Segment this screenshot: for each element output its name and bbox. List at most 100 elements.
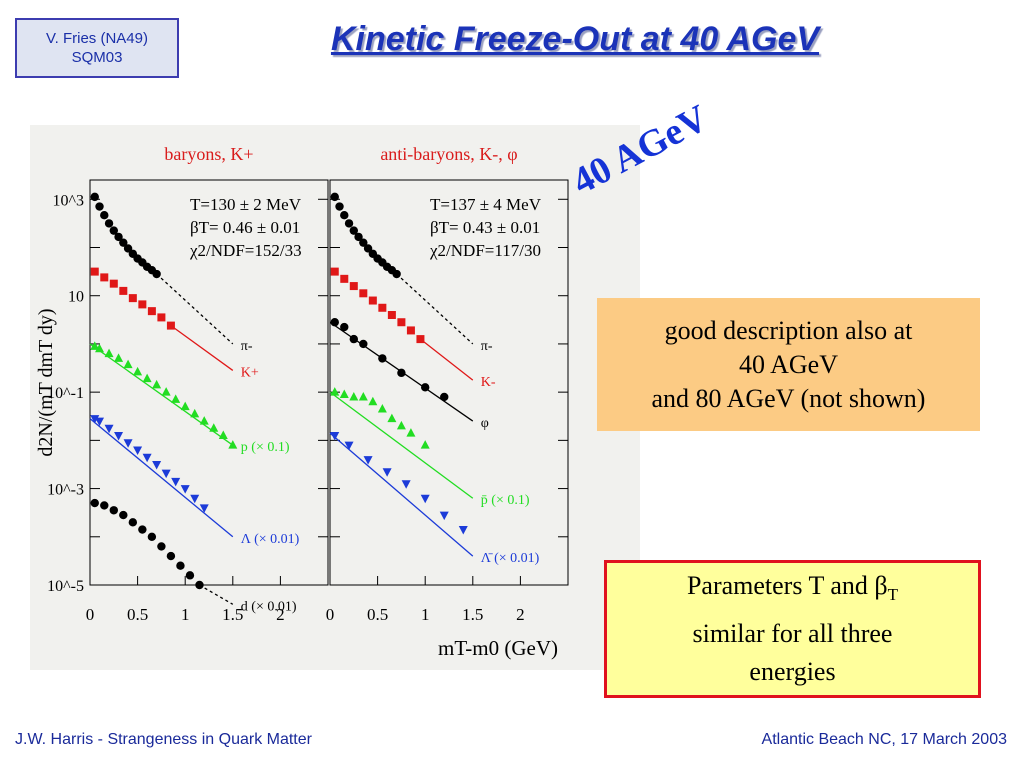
series-label: Λ̄ (× 0.01) <box>481 551 540 566</box>
data-point <box>344 219 354 228</box>
data-point <box>396 420 406 430</box>
slide-title: Kinetic Freeze-Out at 40 AGeV <box>330 20 820 58</box>
data-point <box>330 387 340 396</box>
data-point <box>330 432 340 441</box>
data-point <box>161 469 171 479</box>
data-point <box>344 441 354 451</box>
data-point <box>392 269 401 279</box>
data-point <box>190 408 200 418</box>
data-point <box>209 423 219 432</box>
data-point <box>109 506 119 515</box>
data-point <box>195 580 204 590</box>
data-point <box>359 238 368 247</box>
data-point <box>166 551 176 561</box>
data-point <box>368 296 377 305</box>
data-point <box>171 394 181 403</box>
fit-line <box>170 325 234 371</box>
data-point <box>387 311 396 319</box>
data-point <box>335 202 344 211</box>
series-label: K+ <box>241 365 259 380</box>
footer-author: J.W. Harris - Strangeness in Quark Matte… <box>15 731 312 748</box>
series-label: d (× 0.01) <box>241 599 297 614</box>
data-point <box>104 424 114 434</box>
data-point <box>95 343 105 353</box>
fit-line <box>396 273 474 345</box>
series-label: K- <box>481 375 496 390</box>
data-point <box>359 289 368 298</box>
data-point <box>382 468 392 477</box>
data-point <box>114 232 123 242</box>
data-point <box>406 326 415 335</box>
data-point <box>397 368 406 378</box>
data-point <box>90 192 99 202</box>
data-point <box>377 404 387 413</box>
data-point <box>138 525 147 534</box>
x-tick-label: 1 <box>421 605 430 624</box>
data-point <box>152 269 161 279</box>
data-point <box>368 396 378 406</box>
x-tick-label: 0 <box>86 605 95 624</box>
data-point <box>349 334 358 344</box>
fit-parameter: χ2/NDF=152/33 <box>189 241 302 260</box>
data-point <box>185 571 195 580</box>
panel-title: baryons, K+ <box>164 144 253 164</box>
data-point <box>128 518 138 527</box>
parameters-line-3: energies <box>749 656 836 686</box>
data-point <box>123 359 133 369</box>
y-tick-label: 10^-3 <box>47 482 84 499</box>
data-point <box>218 430 228 440</box>
parameters-prefix: Parameters T and <box>686 571 875 601</box>
data-point <box>152 460 162 470</box>
data-point <box>359 339 368 349</box>
panel-frame <box>89 179 329 586</box>
fit-parameter: T=137 ± 4 MeV <box>430 195 542 214</box>
parameters-line-2: similar for all three <box>692 618 893 648</box>
author-line-2: SQM03 <box>71 49 123 66</box>
data-point <box>90 415 100 424</box>
y-tick-label: 10 <box>68 289 84 306</box>
fit-line <box>199 584 234 605</box>
data-point <box>123 439 133 448</box>
author-line-1: V. Fries (NA49) <box>46 30 148 47</box>
fit-line <box>156 273 234 345</box>
parameters-line-1: Parameters T and βT <box>687 567 898 614</box>
data-point <box>330 267 339 276</box>
description-line-1: good description also at <box>664 315 913 345</box>
data-point <box>157 313 166 322</box>
x-tick-label: 0 <box>326 605 335 624</box>
data-point <box>157 542 166 551</box>
x-tick-label: 0.5 <box>127 605 148 624</box>
data-point <box>406 428 416 437</box>
series-label: π- <box>241 339 253 354</box>
data-point <box>354 232 363 242</box>
data-point <box>138 300 147 309</box>
data-point <box>190 494 200 504</box>
x-tick-label: 2 <box>516 605 525 624</box>
data-point <box>142 453 152 463</box>
fit-line <box>329 391 474 499</box>
description-box: good description also at 40 AGeV and 80 … <box>597 298 980 431</box>
data-point <box>147 307 156 316</box>
data-point <box>119 286 128 295</box>
data-point <box>439 511 449 521</box>
data-point <box>109 226 119 235</box>
spectra-figure: 0 0.5 1 1.5 2 baryons, K+ T=130 ± 2 MeV βT= 0.4… <box>30 125 640 670</box>
data-point <box>416 335 425 344</box>
data-point <box>420 494 430 504</box>
data-point <box>387 413 397 423</box>
x-tick-label: 1 <box>181 605 190 624</box>
data-point <box>349 391 359 401</box>
beta-symbol: β <box>874 571 888 601</box>
beta-subscript: T <box>887 585 899 605</box>
fit-line <box>420 338 474 381</box>
data-point <box>330 192 339 202</box>
data-point <box>349 282 358 291</box>
data-point <box>152 379 162 389</box>
fit-line <box>89 418 234 538</box>
data-point <box>349 226 358 235</box>
x-tick-label: 1.5 <box>462 605 483 624</box>
data-point <box>90 341 100 350</box>
x-axis-label: mT-m0 (GeV) <box>438 636 558 660</box>
data-point <box>440 392 449 402</box>
data-point <box>180 485 190 494</box>
